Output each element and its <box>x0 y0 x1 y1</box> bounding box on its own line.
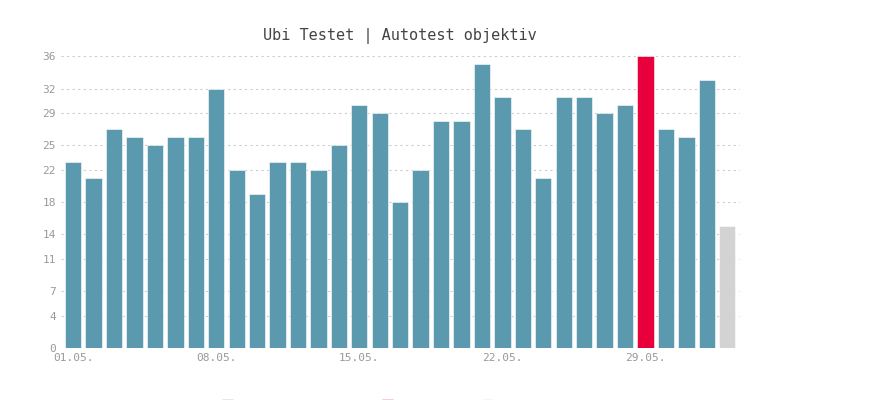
Bar <box>208 88 224 348</box>
Bar <box>371 113 388 348</box>
Bar <box>637 56 653 348</box>
Bar <box>719 226 734 348</box>
Bar <box>269 162 285 348</box>
Bar <box>453 121 469 348</box>
Bar <box>330 145 347 348</box>
Bar <box>596 113 612 348</box>
Bar <box>106 129 122 348</box>
Bar <box>412 170 428 348</box>
Bar <box>147 145 163 348</box>
Bar <box>188 137 203 348</box>
Bar <box>657 129 673 348</box>
Bar <box>126 137 143 348</box>
Bar <box>65 162 81 348</box>
Bar <box>351 105 367 348</box>
Bar <box>534 178 551 348</box>
Bar <box>575 97 592 348</box>
Title: Ubi Testet | Autotest objektiv: Ubi Testet | Autotest objektiv <box>263 28 536 44</box>
Bar <box>229 170 244 348</box>
Bar <box>249 194 265 348</box>
Bar <box>555 97 571 348</box>
Bar <box>289 162 306 348</box>
Bar <box>433 121 448 348</box>
Legend: eindeutige Besucher, bester Tag, heutiger Tag: eindeutige Besucher, bester Tag, heutige… <box>217 396 582 400</box>
Bar <box>494 97 510 348</box>
Bar <box>616 105 633 348</box>
Bar <box>514 129 530 348</box>
Bar <box>698 80 714 348</box>
Bar <box>474 64 489 348</box>
Bar <box>392 202 408 348</box>
Bar <box>678 137 693 348</box>
Bar <box>85 178 102 348</box>
Bar <box>310 170 326 348</box>
Bar <box>167 137 183 348</box>
